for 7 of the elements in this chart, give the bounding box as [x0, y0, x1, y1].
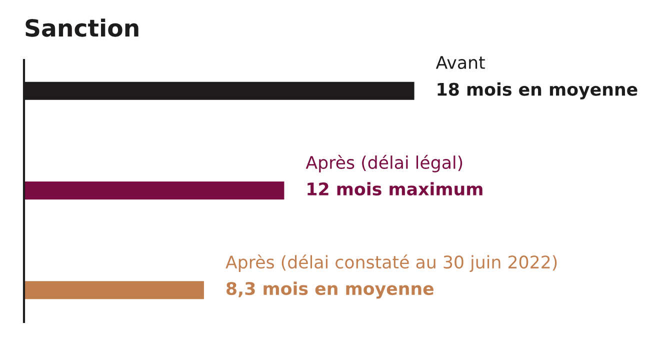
data-label: 18 mois en moyenne	[438, 82, 638, 100]
chart-title: Sanction	[26, 18, 138, 37]
data-label: 8,3 mois en moyenne	[226, 282, 434, 299]
data-label: 12 mois maximum	[308, 182, 482, 196]
y-tick-label: Après (délai constaté au 30 juin 2022)	[226, 254, 557, 272]
y-tick-label: Après (délai légal)	[306, 154, 462, 172]
y-tick-label: Avant	[436, 56, 485, 70]
